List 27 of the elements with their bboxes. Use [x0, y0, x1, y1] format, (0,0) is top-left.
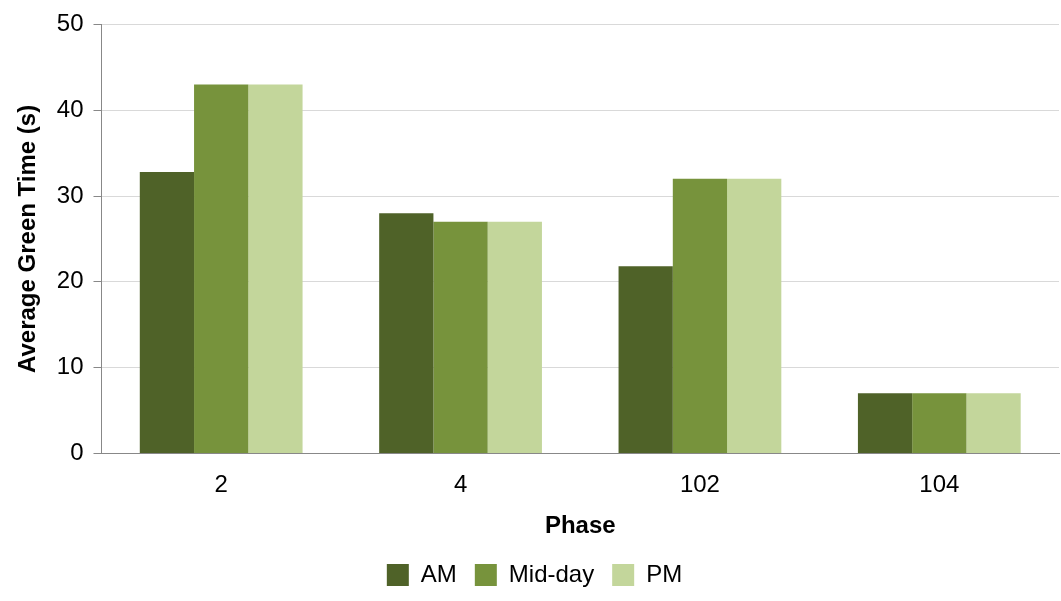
y-tick-label: 10 [56, 352, 84, 380]
bar [248, 84, 303, 453]
bar [727, 178, 782, 453]
y-axis-title: Average Green Time (s) [13, 104, 41, 373]
bar [433, 221, 488, 453]
y-tick-label: 50 [56, 9, 84, 37]
legend-label: Mid-day [508, 559, 595, 587]
bar [194, 84, 249, 453]
bar [857, 393, 913, 453]
bar [966, 393, 1021, 453]
x-tick-label: 2 [214, 470, 228, 498]
bar [618, 266, 673, 453]
x-tick-label: 4 [453, 470, 468, 498]
y-tick-label: 20 [56, 266, 84, 294]
bar [912, 393, 967, 453]
y-tick-label: 30 [56, 180, 84, 208]
bar [379, 213, 434, 453]
x-axis-title: Phase [544, 511, 616, 539]
bar [487, 221, 542, 453]
x-tick-label: 104 [919, 470, 960, 498]
legend-label: PM [646, 559, 683, 587]
y-tick-label: 0 [70, 438, 84, 466]
bar [672, 178, 728, 453]
y-tick-label: 40 [56, 94, 84, 122]
x-tick-label: 102 [679, 470, 720, 498]
legend-label: AM [420, 559, 457, 587]
bar [139, 171, 195, 453]
